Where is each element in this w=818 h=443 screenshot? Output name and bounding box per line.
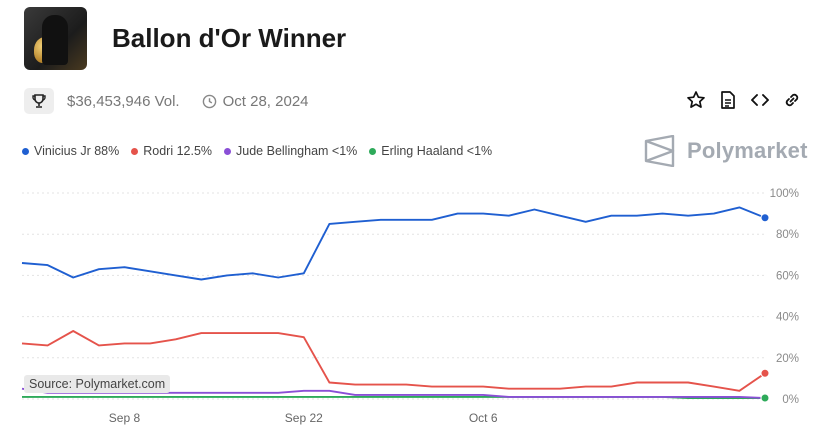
x-tick-label: Sep 8 xyxy=(109,411,141,425)
legend-item-erling-haaland[interactable]: Erling Haaland <1% xyxy=(369,144,492,158)
brand-name: Polymarket xyxy=(687,138,808,163)
end-point-erling-haaland[interactable] xyxy=(760,393,770,403)
legend-label: Rodri 12.5% xyxy=(143,144,213,158)
player-figure-shape xyxy=(42,15,68,65)
x-tick-label: Sep 22 xyxy=(285,411,323,425)
market-header: Ballon d'Or Winner xyxy=(24,7,346,70)
end-point-rodri[interactable] xyxy=(760,368,770,378)
market-meta: $36,453,946 Vol. Oct 28, 2024 xyxy=(24,88,309,114)
legend-label: Erling Haaland <1% xyxy=(381,144,493,158)
polymarket-brand: Polymarket xyxy=(642,135,808,167)
code-icon[interactable] xyxy=(750,90,770,110)
y-tick-label: 80% xyxy=(776,229,799,241)
x-tick-label: Oct 6 xyxy=(469,411,498,425)
market-thumbnail xyxy=(24,7,87,70)
chart-legend: Vinicius Jr 88% Rodri 12.5% Jude Bellingha… xyxy=(22,144,504,158)
volume-text: $36,453,946 Vol. xyxy=(67,92,180,110)
y-tick-label: 0% xyxy=(782,394,799,406)
y-tick-label: 40% xyxy=(776,312,799,324)
clock-icon xyxy=(202,94,217,109)
source-label: Source: Polymarket.com xyxy=(24,375,171,393)
end-date-text: Oct 28, 2024 xyxy=(222,92,309,110)
end-point-vinicius-jr[interactable] xyxy=(760,213,770,223)
star-icon[interactable] xyxy=(686,90,706,110)
document-icon[interactable] xyxy=(718,90,738,110)
series-line-rodri xyxy=(21,330,766,392)
legend-item-vinicius-jr[interactable]: Vinicius Jr 88% xyxy=(22,144,119,158)
legend-item-jude-bellingham[interactable]: Jude Bellingham <1% xyxy=(224,144,357,158)
series-line-vinicius-jr xyxy=(21,206,766,281)
action-toolbar xyxy=(686,90,802,110)
legend-label: Jude Bellingham <1% xyxy=(236,144,358,158)
page-title: Ballon d'Or Winner xyxy=(112,23,347,53)
legend-dot xyxy=(22,147,29,155)
trophy-icon[interactable] xyxy=(24,88,54,114)
y-tick-label: 60% xyxy=(776,270,799,282)
legend-item-rodri[interactable]: Rodri 12.5% xyxy=(131,144,212,158)
polymarket-logo-icon xyxy=(644,135,675,167)
legend-dot xyxy=(224,147,232,155)
y-tick-label: 20% xyxy=(776,353,799,365)
link-icon[interactable] xyxy=(782,90,802,110)
legend-dot xyxy=(369,147,377,155)
legend-dot xyxy=(131,147,139,155)
legend-label: Vinicius Jr 88% xyxy=(34,144,120,158)
y-tick-label: 100% xyxy=(770,188,799,200)
